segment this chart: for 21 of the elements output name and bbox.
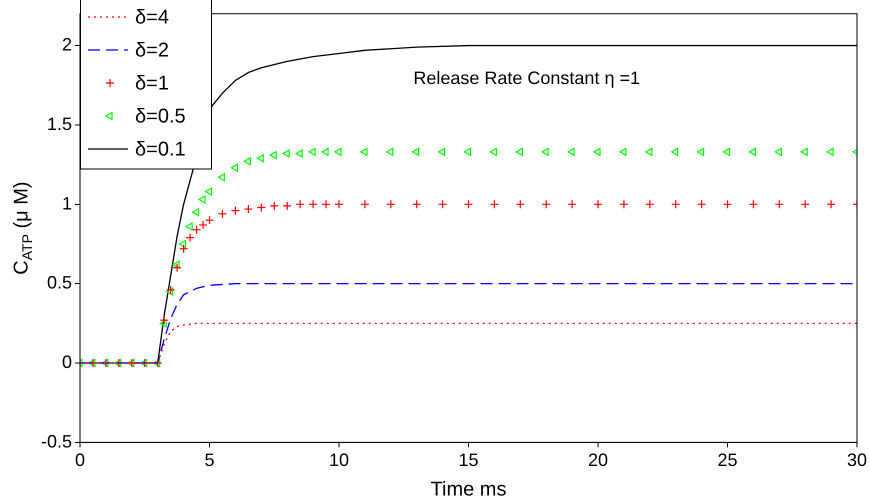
y-tick-label: 0.5 xyxy=(46,272,72,293)
legend-label: δ=1 xyxy=(135,72,169,95)
y-axis-title: CATP (μ M) xyxy=(10,181,35,275)
x-tick-label: 25 xyxy=(717,450,738,470)
x-tick-label: 20 xyxy=(588,450,608,470)
y-tick-label: -0.5 xyxy=(40,431,72,452)
x-tick-label: 10 xyxy=(328,450,350,470)
y-tick-label: 0 xyxy=(62,352,72,372)
legend-label: δ=0.1 xyxy=(135,138,186,161)
x-axis-title: Time ms xyxy=(430,478,506,501)
y-tick-label: 2 xyxy=(62,34,72,55)
legend-label: δ=4 xyxy=(135,6,169,29)
legend-label: δ=0.5 xyxy=(135,106,186,128)
x-tick-label: 30 xyxy=(846,450,868,470)
x-tick-label: 0 xyxy=(75,450,86,470)
y-tick-label: 1 xyxy=(62,193,72,214)
y-tick-label: 1.5 xyxy=(46,114,72,134)
annotation: Release Rate Constant η =1 xyxy=(413,68,640,88)
legend-label: δ=2 xyxy=(135,40,169,62)
x-tick-label: 5 xyxy=(204,450,215,470)
x-tick-label: 15 xyxy=(458,450,479,470)
